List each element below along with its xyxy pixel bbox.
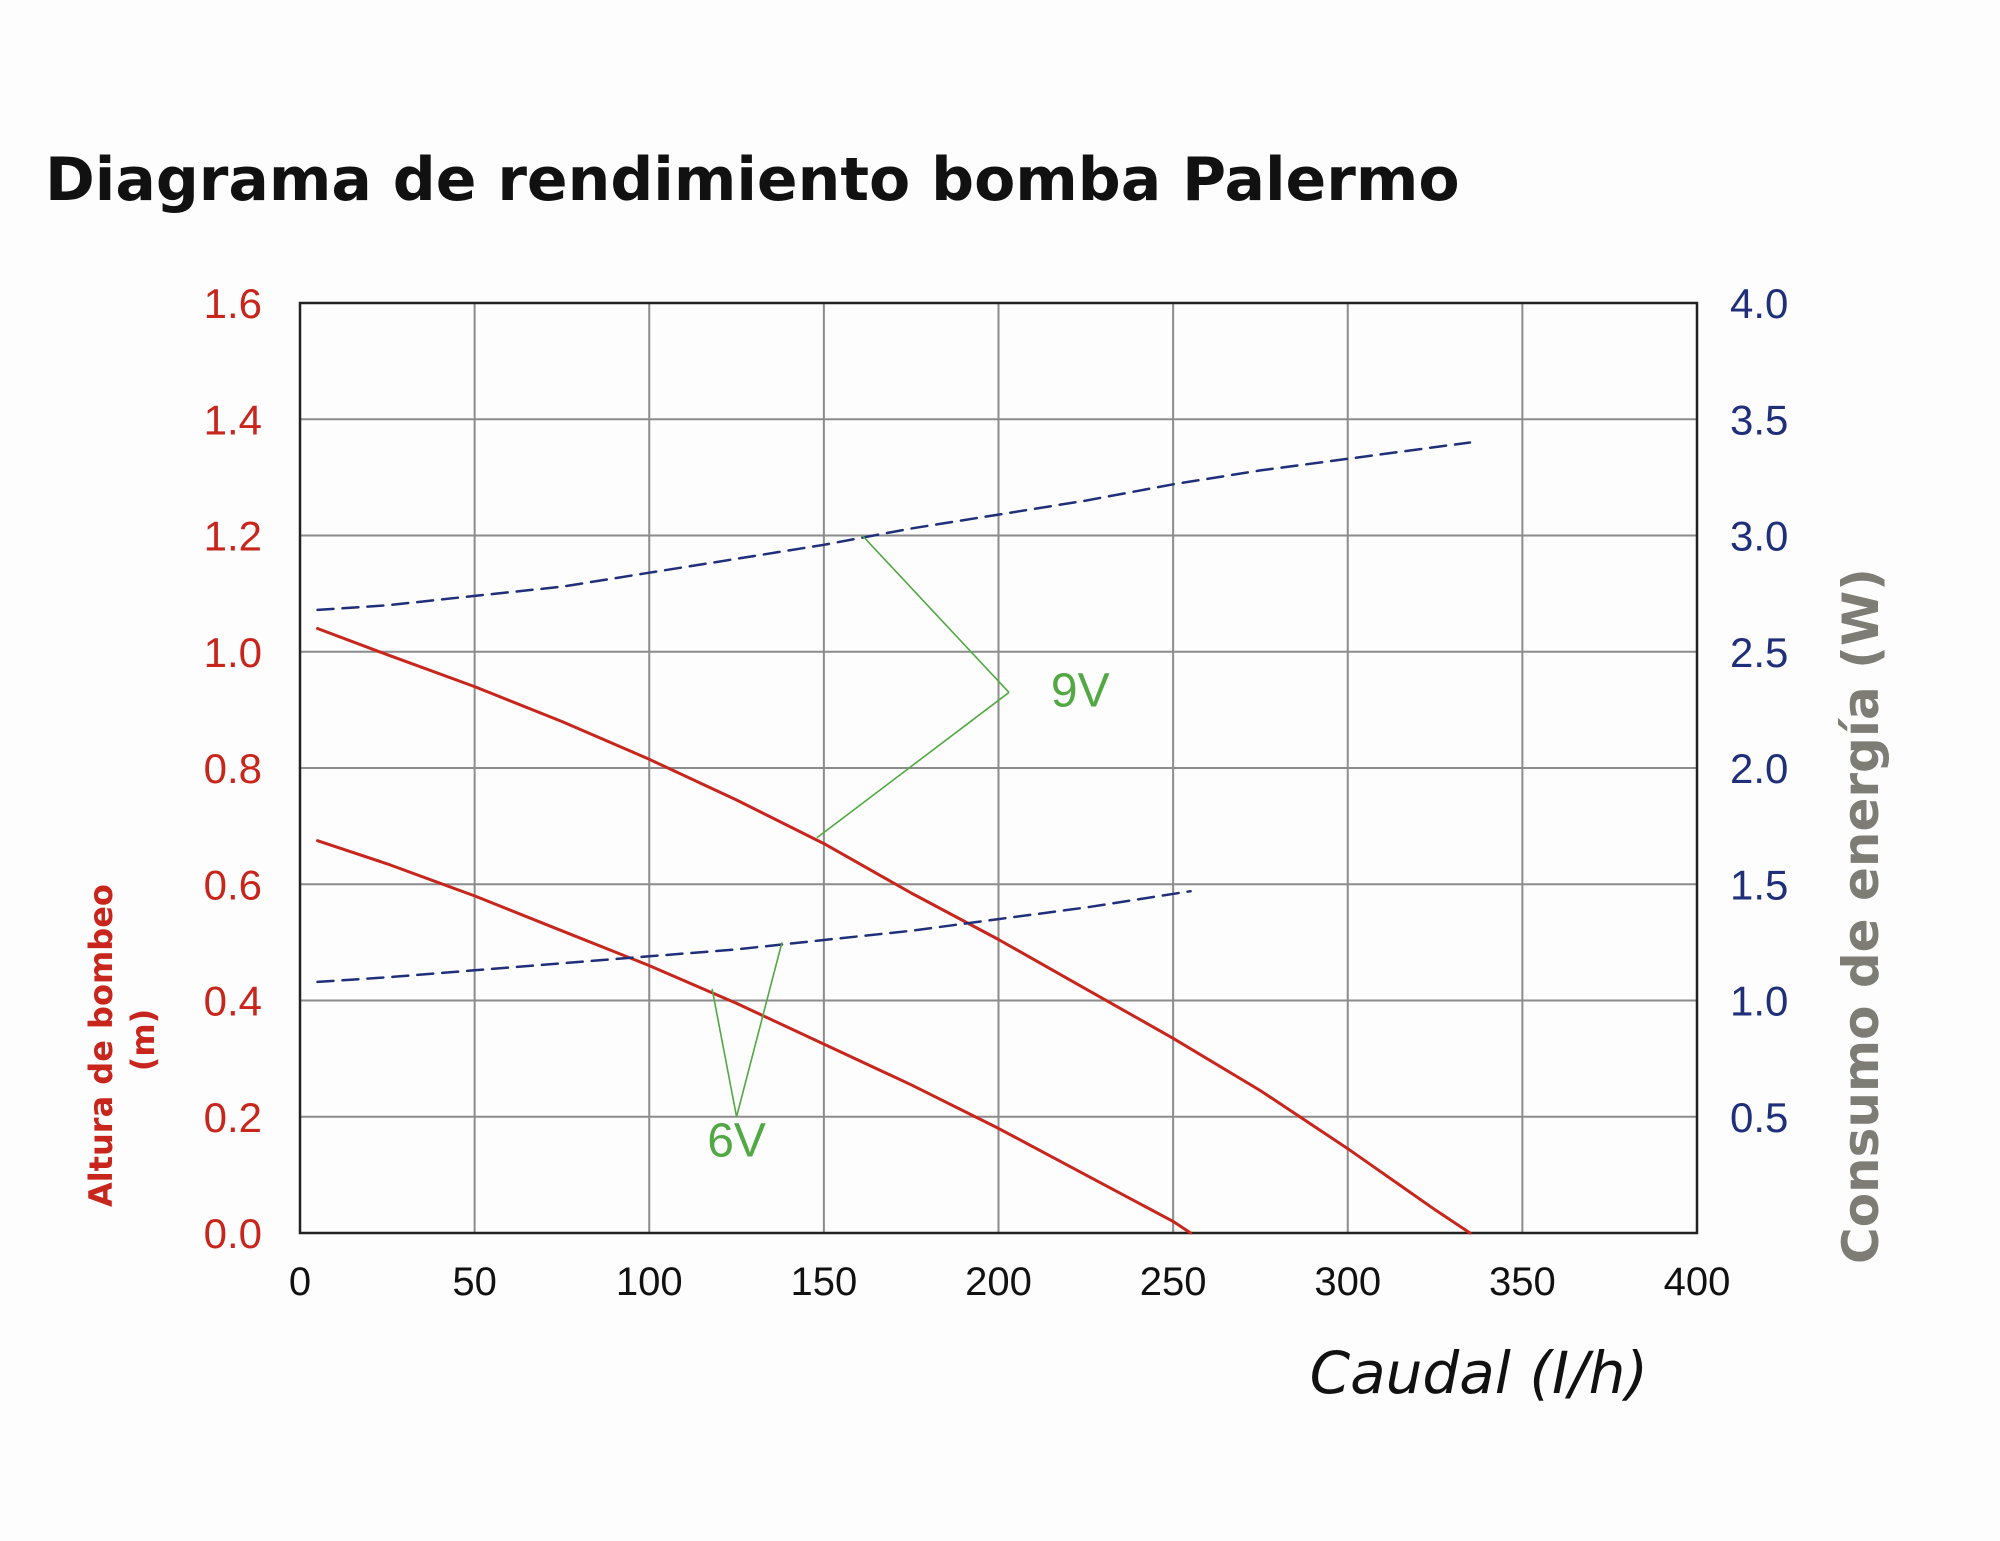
plot-frame [298,301,1699,1235]
y-tick-label: 1.0 [204,629,262,676]
y2-tick-label: 4.0 [1730,280,1788,327]
y-tick-label: 0.6 [204,861,262,908]
annotation-pointer [711,988,738,1117]
chart-title: Diagrama de rendimiento bomba Palermo [45,145,1460,215]
annotation-pointer [735,942,783,1117]
grid [299,302,1698,1234]
y2-tick-label: 1.5 [1730,861,1788,908]
y-tick-label: 0.2 [204,1094,262,1141]
annotation-pointer [861,534,1010,693]
y2-tick-label: 3.0 [1730,513,1788,560]
y2-tick-label: 3.5 [1730,396,1788,443]
tick-labels: 0 50 100 150 200 250 300 350 400 0.0 0.2 0.4 0.6 0.8 1… [204,280,1789,1304]
y2-tick-label: 1.0 [1730,978,1788,1025]
y-tick-label: 1.2 [204,513,262,560]
x-tick-label: 0 [289,1260,311,1304]
y-tick-label: 1.4 [204,396,262,443]
power-curve-6v [316,889,1192,984]
series-layer [316,441,1472,1235]
power-curve-9v [316,441,1472,612]
annotation-layer: 9V 6V [707,534,1110,1168]
y-tick-label: 0.4 [204,978,262,1025]
y-axis-label-line-1: Altura de bombeo [82,884,120,1207]
head-curve-6v [316,839,1193,1235]
x-tick-label: 300 [1314,1260,1381,1304]
x-tick-label: 50 [452,1260,497,1304]
x-tick-label: 200 [965,1260,1032,1304]
x-tick-label: 100 [616,1260,683,1304]
y2-tick-label: 0.5 [1730,1094,1788,1141]
annotation-label-9v: 9V [1051,665,1110,718]
x-tick-label: 350 [1489,1260,1556,1304]
x-tick-label: 150 [791,1260,858,1304]
y2-axis-label: Consumo de energía (W) [1832,568,1890,1264]
y-tick-label: 0.0 [204,1210,262,1257]
y2-tick-label: 2.0 [1730,745,1788,792]
y-tick-label: 0.8 [204,745,262,792]
head-curve-9v [316,627,1472,1235]
y-axis-label: Altura de bombeo (m) [82,873,162,1207]
annotation-pointer [816,691,1010,839]
annotation-label-6v: 6V [707,1115,766,1168]
x-tick-label: 400 [1664,1260,1731,1304]
x-tick-label: 250 [1140,1260,1207,1304]
y-axis-label-line-2: (m) [124,1009,162,1072]
y2-tick-label: 2.5 [1730,629,1788,676]
y-tick-label: 1.6 [204,280,262,327]
x-axis-label: Caudal (I/h) [1310,1339,1648,1407]
